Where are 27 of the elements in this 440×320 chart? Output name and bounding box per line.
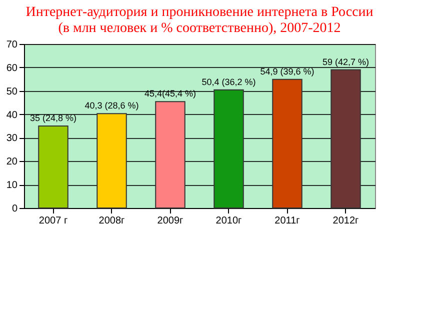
text: Интернет-аудитория и проникновение интернета в России xyxy=(26,5,374,20)
bar xyxy=(214,89,244,208)
data-label: 59 (42,7 %) xyxy=(322,56,370,67)
y-tick-label: 20 xyxy=(6,156,18,168)
x-tick-label: 2010г xyxy=(216,216,242,226)
y-tick-label: 10 xyxy=(6,180,18,192)
x-tick-label: 2007 г xyxy=(38,216,68,226)
data-label: 54,9 (39,6 %) xyxy=(260,66,314,76)
y-tick-label: 30 xyxy=(6,133,18,144)
y-tick-label: 70 xyxy=(6,40,18,50)
x-tick-label: 2012г xyxy=(332,216,360,226)
x-tick-label: 2008г xyxy=(98,216,126,226)
x-tick-label: 2011г xyxy=(274,216,300,226)
bar xyxy=(96,113,127,208)
bar xyxy=(330,69,361,208)
data-label: 35 (24,8 %) xyxy=(30,113,77,123)
bar xyxy=(38,126,68,208)
bar xyxy=(155,101,186,208)
x-tick-label: 2009г xyxy=(157,216,184,226)
y-tick-label: 50 xyxy=(6,86,18,98)
bar xyxy=(272,78,302,208)
y-tick-label: 0 xyxy=(12,204,18,214)
text: (в млн человек и % соответственно), 2007-2012 xyxy=(58,21,341,36)
data-label: 40,3 (28,6 %) xyxy=(84,100,139,111)
data-label: 50,4 (36,2 %) xyxy=(202,76,256,87)
y-tick-label: 40 xyxy=(6,110,18,121)
y-tick-label: 60 xyxy=(6,62,18,74)
